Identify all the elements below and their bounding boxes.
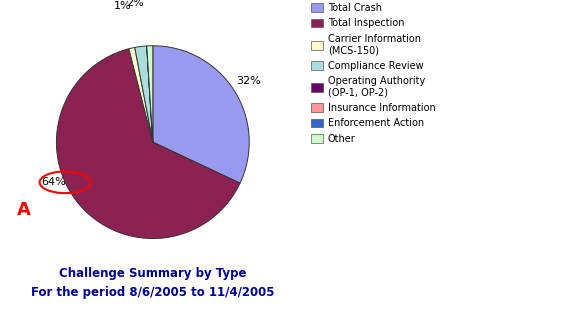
Text: 1%: 1% bbox=[114, 1, 131, 11]
Wedge shape bbox=[147, 46, 153, 142]
Text: For the period 8/6/2005 to 11/4/2005: For the period 8/6/2005 to 11/4/2005 bbox=[31, 286, 275, 298]
Wedge shape bbox=[153, 46, 249, 183]
Text: 32%: 32% bbox=[237, 76, 261, 86]
Text: 2%: 2% bbox=[126, 0, 144, 8]
Wedge shape bbox=[57, 49, 240, 239]
Legend: Total Crash, Total Inspection, Carrier Information
(MCS-150), Compliance Review,: Total Crash, Total Inspection, Carrier I… bbox=[311, 3, 436, 144]
Wedge shape bbox=[147, 46, 153, 142]
Text: 64%: 64% bbox=[41, 177, 66, 187]
Text: Challenge Summary by Type: Challenge Summary by Type bbox=[59, 267, 247, 280]
Wedge shape bbox=[147, 46, 153, 142]
Wedge shape bbox=[147, 46, 153, 142]
Wedge shape bbox=[129, 48, 153, 142]
Wedge shape bbox=[135, 46, 153, 142]
Text: A: A bbox=[17, 201, 31, 219]
